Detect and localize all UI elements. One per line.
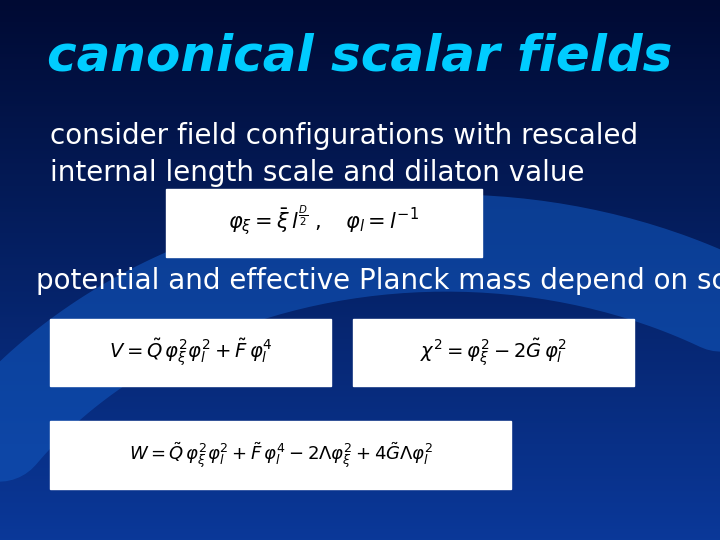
Text: $W = \tilde{Q}\,\varphi_\xi^2\varphi_l^2 + \tilde{F}\,\varphi_l^4 - 2\Lambda\var: $W = \tilde{Q}\,\varphi_\xi^2\varphi_l^2… bbox=[129, 441, 433, 470]
FancyBboxPatch shape bbox=[353, 319, 634, 386]
Text: consider field configurations with rescaled: consider field configurations with resca… bbox=[50, 122, 639, 150]
FancyBboxPatch shape bbox=[166, 189, 482, 256]
Text: $V = \tilde{Q}\,\varphi_\xi^2\varphi_l^2 + \tilde{F}\,\varphi_l^4$: $V = \tilde{Q}\,\varphi_\xi^2\varphi_l^2… bbox=[109, 336, 273, 368]
Text: internal length scale and dilaton value: internal length scale and dilaton value bbox=[50, 159, 585, 187]
Text: potential and effective Planck mass depend on scalar fields: potential and effective Planck mass depe… bbox=[36, 267, 720, 295]
Text: $\varphi_\xi = \bar{\xi}\, l^{\frac{D}{2}} \;,\quad \varphi_l = l^{-1}$: $\varphi_\xi = \bar{\xi}\, l^{\frac{D}{2… bbox=[228, 204, 420, 239]
FancyBboxPatch shape bbox=[50, 421, 511, 489]
Text: $\chi^2 = \varphi_\xi^2 - 2\tilde{G}\,\varphi_l^2$: $\chi^2 = \varphi_\xi^2 - 2\tilde{G}\,\v… bbox=[420, 336, 567, 368]
Text: canonical scalar fields: canonical scalar fields bbox=[48, 32, 672, 80]
FancyBboxPatch shape bbox=[50, 319, 331, 386]
